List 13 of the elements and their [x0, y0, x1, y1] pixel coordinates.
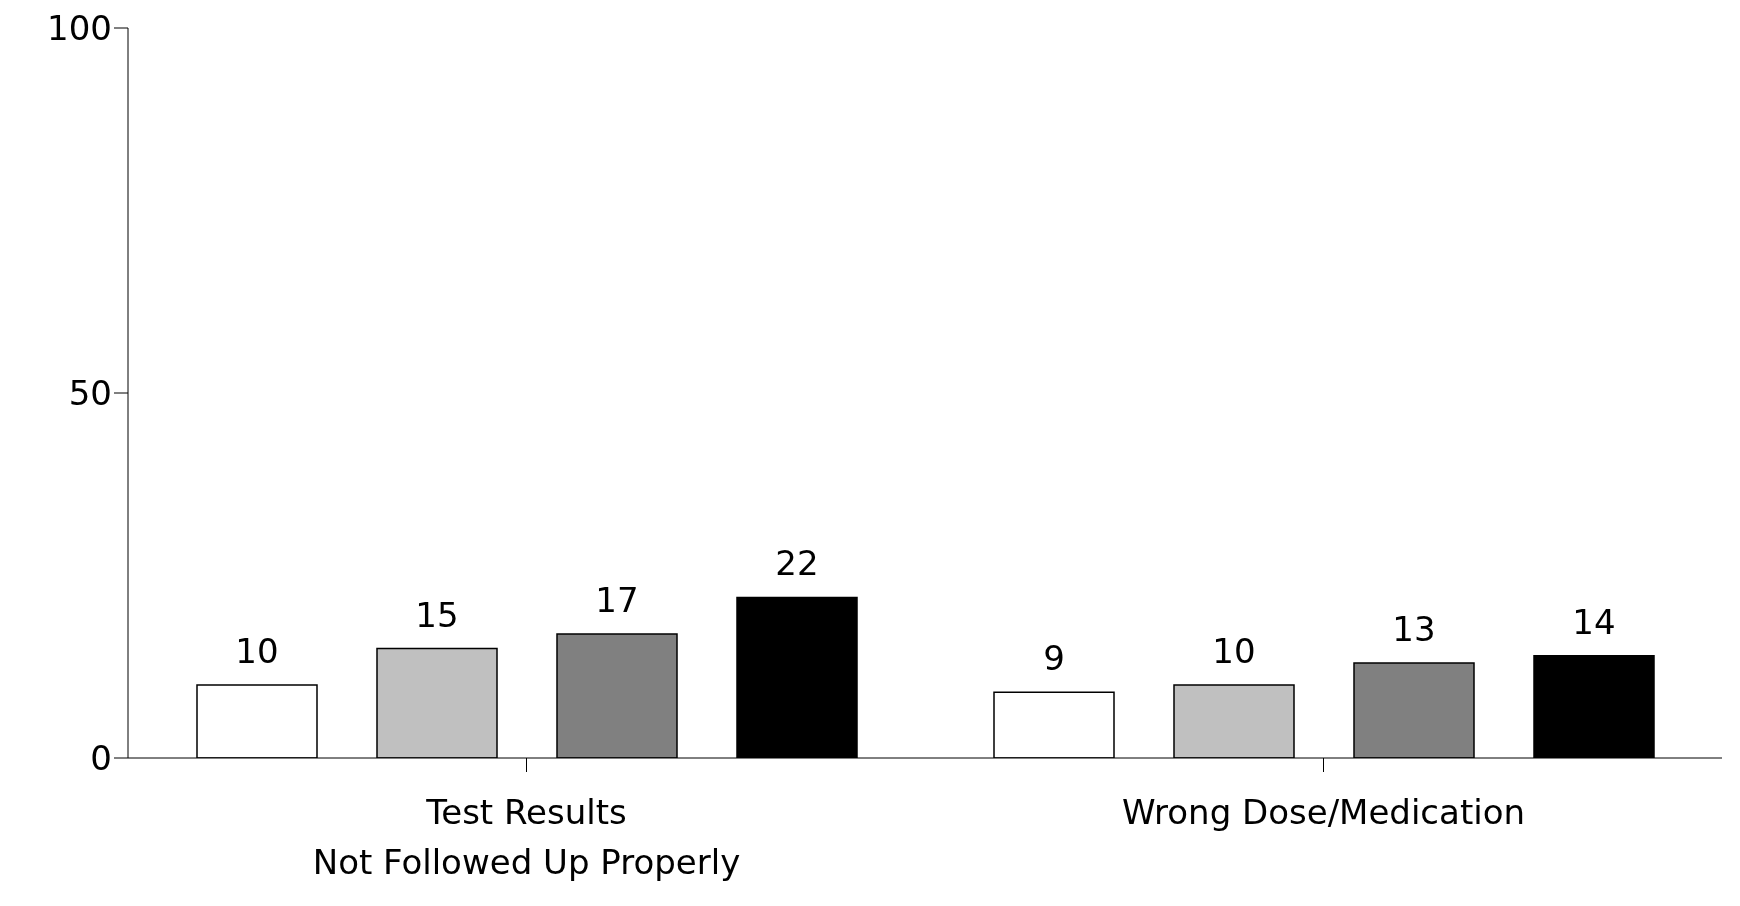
x-tick-label: Wrong Dose/Medication [1121, 792, 1526, 832]
data-label: 22 [775, 543, 819, 584]
y-tick-label: 100 [47, 8, 112, 49]
data-label: 14 [1572, 601, 1616, 642]
data-label: 15 [415, 594, 459, 635]
y-tick-label: 0 [90, 738, 112, 779]
data-label: 10 [1212, 631, 1256, 671]
x-tick-label: Test Results Not Followed Up Properly [312, 792, 741, 882]
data-label: 10 [235, 631, 279, 671]
data-label: 17 [595, 579, 639, 620]
y-tick-label: 50 [68, 373, 112, 414]
data-label: 9 [1043, 638, 1065, 679]
data-label: 13 [1392, 609, 1436, 650]
